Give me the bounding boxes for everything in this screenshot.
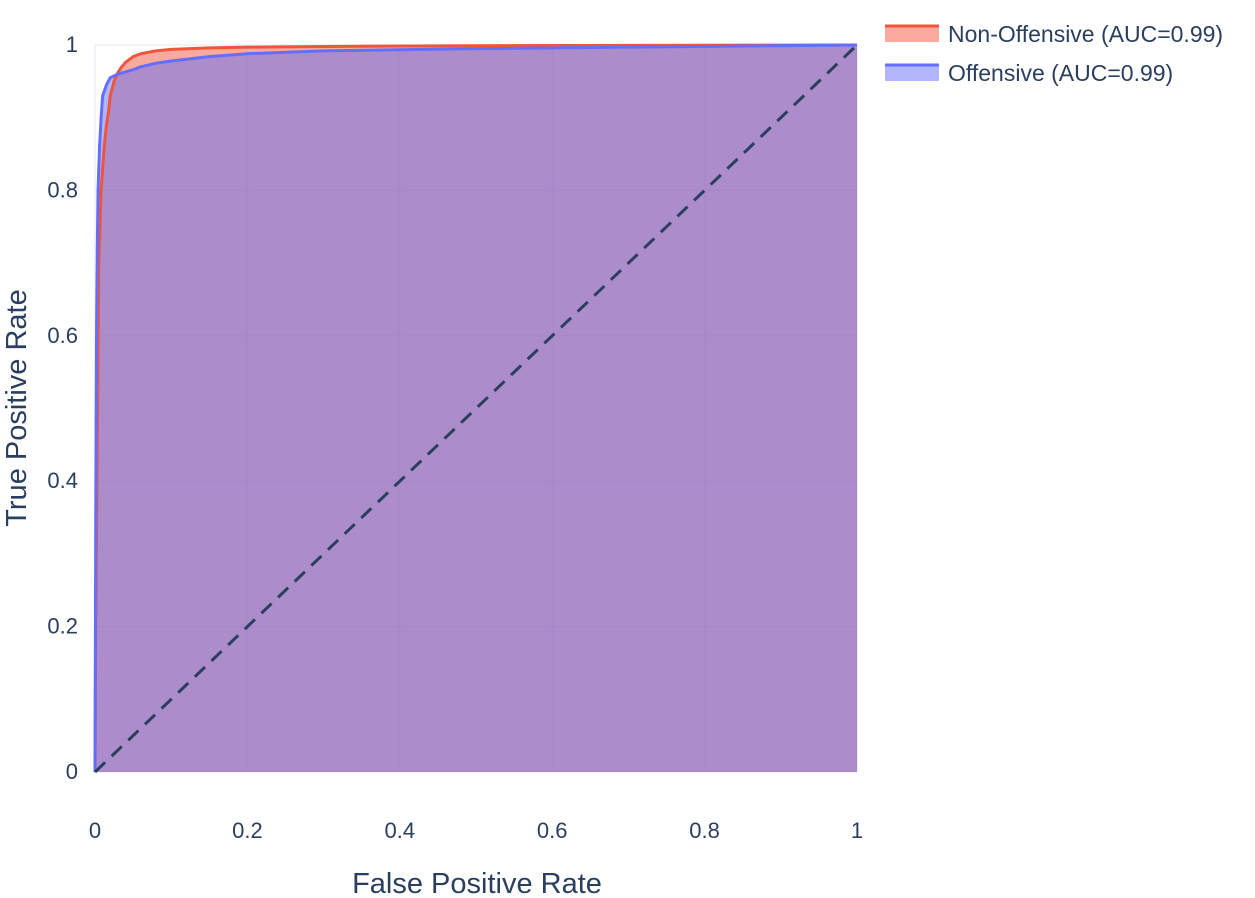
y-axis-ticks: 0 0.2 0.4 0.6 0.8 1 <box>47 32 78 784</box>
series-fills <box>95 45 857 772</box>
legend-label: Non-Offensive (AUC=0.99) <box>948 21 1223 47</box>
x-tick-label: 0.4 <box>385 818 416 843</box>
x-axis-title: False Positive Rate <box>352 868 602 898</box>
series-lines <box>93 43 859 774</box>
series-line-1 <box>93 43 858 773</box>
legend-swatch-fill <box>885 65 939 81</box>
y-tick-label: 0 <box>66 759 78 784</box>
x-tick-label: 1 <box>851 818 863 843</box>
y-tick-label: 0.6 <box>47 323 78 348</box>
y-tick-label: 0.2 <box>47 614 78 639</box>
x-tick-label: 0.8 <box>689 818 720 843</box>
series-fill-1 <box>95 45 857 772</box>
x-tick-label: 0 <box>89 818 101 843</box>
legend-swatch-fill <box>885 26 939 42</box>
diagonal-reference-line <box>93 43 859 774</box>
y-tick-label: 1 <box>66 32 78 57</box>
y-tick-label: 0.8 <box>47 177 78 202</box>
x-axis-ticks: 0 0.2 0.4 0.6 0.8 1 <box>89 818 863 843</box>
legend: Non-Offensive (AUC=0.99) Offensive (AUC=0… <box>885 21 1223 86</box>
y-tick-label: 0.4 <box>47 468 78 493</box>
x-tick-label: 0.6 <box>537 818 568 843</box>
y-axis-title: True Positive Rate <box>1 289 33 526</box>
legend-label: Offensive (AUC=0.99) <box>948 60 1173 86</box>
series-line-0 <box>93 43 858 773</box>
x-tick-label: 0.2 <box>232 818 263 843</box>
